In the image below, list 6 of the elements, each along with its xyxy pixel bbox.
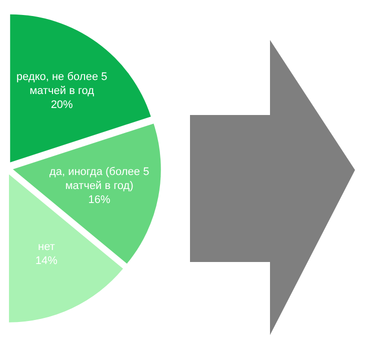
data-label: 14% — [35, 254, 58, 267]
data-label: 16% — [88, 194, 111, 206]
slice-label: редко, не более 5 матчей в год — [16, 71, 108, 98]
slice-label: да, иногда (более 5 матчей в год) — [49, 166, 150, 192]
data-label: 20% — [50, 99, 74, 112]
slice-label: нет — [38, 240, 55, 253]
